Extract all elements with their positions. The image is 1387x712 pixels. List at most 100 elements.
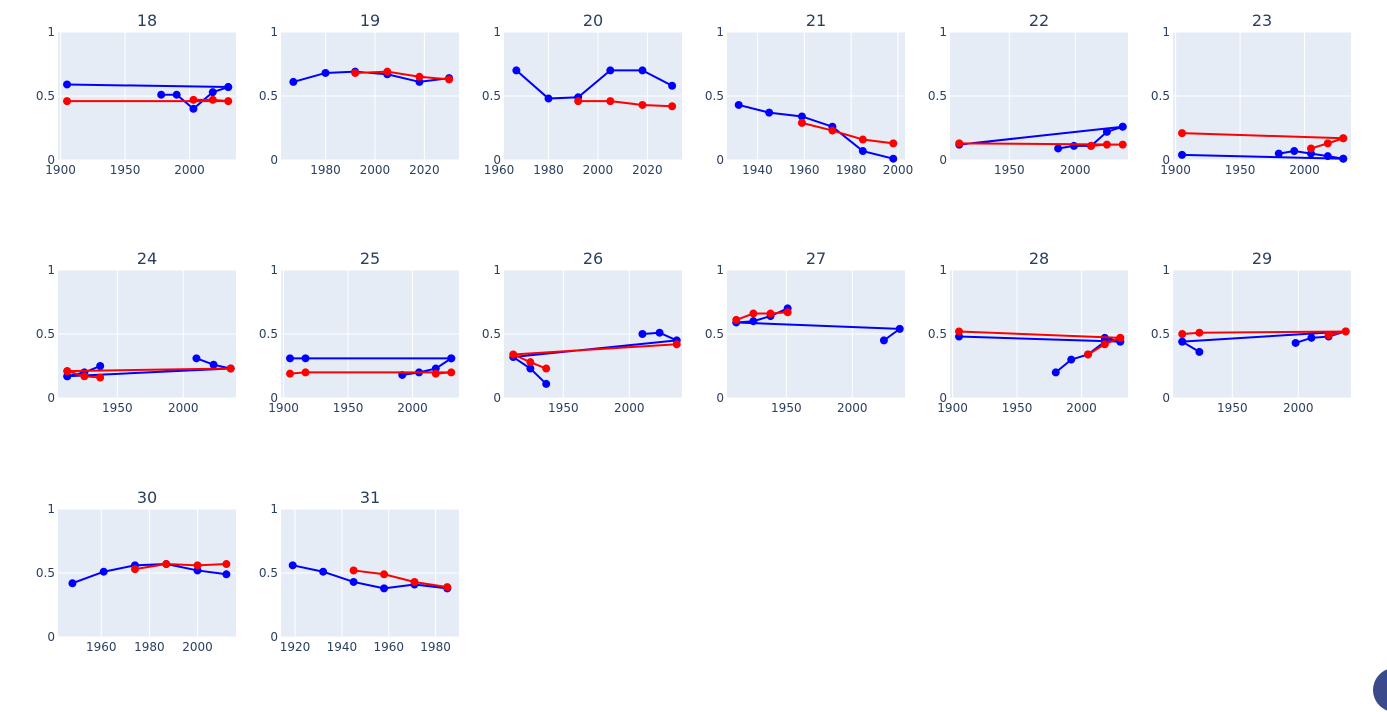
red-data-point[interactable] — [383, 67, 392, 76]
blue-data-point[interactable] — [68, 579, 77, 588]
blue-data-point[interactable] — [1290, 147, 1299, 156]
blue-data-point[interactable] — [319, 567, 328, 576]
red-data-point[interactable] — [828, 126, 837, 135]
blue-data-point[interactable] — [542, 379, 551, 388]
red-data-point[interactable] — [431, 369, 440, 378]
red-data-point[interactable] — [445, 75, 454, 84]
red-data-point[interactable] — [443, 583, 452, 592]
blue-data-point[interactable] — [192, 354, 201, 363]
blue-data-point[interactable] — [224, 83, 233, 92]
blue-data-point[interactable] — [63, 80, 72, 89]
blue-data-point[interactable] — [638, 66, 647, 75]
red-data-point[interactable] — [1118, 140, 1127, 149]
blue-data-point[interactable] — [1339, 154, 1348, 163]
red-data-point[interactable] — [208, 95, 217, 104]
blue-data-point[interactable] — [797, 112, 806, 121]
red-data-point[interactable] — [955, 139, 964, 148]
blue-data-point[interactable] — [321, 68, 330, 77]
red-data-point[interactable] — [1307, 144, 1316, 153]
red-data-point[interactable] — [1339, 134, 1348, 143]
red-data-point[interactable] — [447, 368, 456, 377]
red-data-point[interactable] — [955, 327, 964, 336]
red-data-point[interactable] — [858, 135, 867, 144]
red-data-point[interactable] — [1323, 139, 1332, 148]
red-data-point[interactable] — [286, 369, 295, 378]
blue-data-point[interactable] — [189, 104, 198, 113]
blue-data-point[interactable] — [1102, 127, 1111, 136]
blue-data-point[interactable] — [638, 330, 647, 338]
red-data-point[interactable] — [1116, 333, 1125, 342]
blue-data-point[interactable] — [1274, 149, 1283, 158]
red-data-point[interactable] — [349, 566, 358, 575]
blue-data-point[interactable] — [380, 584, 389, 593]
blue-data-point[interactable] — [1118, 122, 1127, 131]
blue-data-point[interactable] — [734, 100, 743, 109]
red-data-point[interactable] — [96, 373, 105, 382]
red-data-point[interactable] — [1195, 328, 1204, 337]
red-data-point[interactable] — [301, 368, 310, 377]
blue-data-point[interactable] — [1178, 150, 1187, 159]
blue-data-point[interactable] — [1054, 144, 1063, 153]
red-data-point[interactable] — [606, 97, 615, 106]
red-data-point[interactable] — [1178, 330, 1187, 338]
red-data-point[interactable] — [63, 367, 72, 376]
blue-data-point[interactable] — [96, 362, 105, 370]
blue-data-point[interactable] — [447, 354, 456, 363]
red-data-point[interactable] — [783, 308, 792, 317]
red-data-point[interactable] — [766, 309, 775, 318]
red-data-point[interactable] — [162, 560, 171, 569]
blue-data-point[interactable] — [512, 66, 521, 75]
blue-data-point[interactable] — [668, 81, 677, 90]
blue-data-point[interactable] — [301, 354, 310, 363]
blue-data-point[interactable] — [1307, 333, 1316, 342]
red-data-point[interactable] — [1341, 327, 1350, 336]
blue-data-point[interactable] — [288, 561, 297, 570]
red-data-point[interactable] — [410, 577, 419, 586]
blue-data-point[interactable] — [289, 77, 298, 86]
red-data-point[interactable] — [226, 364, 235, 373]
red-data-point[interactable] — [1324, 331, 1333, 340]
blue-data-point[interactable] — [544, 94, 553, 103]
red-data-point[interactable] — [193, 561, 202, 570]
red-data-point[interactable] — [80, 372, 89, 381]
blue-data-point[interactable] — [606, 66, 615, 75]
red-data-point[interactable] — [749, 309, 758, 318]
blue-data-point[interactable] — [222, 570, 231, 579]
blue-data-point[interactable] — [172, 90, 181, 99]
red-data-point[interactable] — [638, 100, 647, 109]
blue-data-point[interactable] — [349, 577, 358, 586]
blue-data-point[interactable] — [1051, 368, 1060, 377]
blue-data-point[interactable] — [208, 88, 217, 97]
blue-data-point[interactable] — [749, 317, 758, 326]
red-data-point[interactable] — [509, 350, 518, 359]
blue-data-point[interactable] — [1067, 355, 1076, 364]
blue-data-point[interactable] — [1195, 347, 1204, 356]
red-data-point[interactable] — [542, 364, 551, 373]
blue-data-point[interactable] — [526, 364, 535, 373]
red-data-point[interactable] — [672, 340, 681, 349]
red-data-point[interactable] — [526, 358, 535, 367]
red-data-point[interactable] — [130, 565, 139, 574]
blue-data-point[interactable] — [157, 90, 166, 99]
blue-data-point[interactable] — [889, 154, 898, 163]
red-data-point[interactable] — [1178, 129, 1187, 138]
red-data-point[interactable] — [889, 139, 898, 148]
blue-data-point[interactable] — [209, 360, 218, 369]
red-data-point[interactable] — [351, 68, 360, 77]
blue-data-point[interactable] — [1291, 338, 1300, 347]
red-data-point[interactable] — [415, 72, 424, 81]
red-data-point[interactable] — [63, 97, 72, 106]
blue-data-point[interactable] — [765, 108, 774, 117]
blue-data-point[interactable] — [879, 336, 888, 345]
red-data-point[interactable] — [1100, 340, 1109, 349]
blue-data-point[interactable] — [1178, 337, 1187, 346]
red-data-point[interactable] — [732, 315, 741, 324]
blue-data-point[interactable] — [858, 147, 867, 156]
red-data-point[interactable] — [189, 95, 198, 104]
red-data-point[interactable] — [1087, 141, 1096, 150]
red-data-point[interactable] — [224, 97, 233, 106]
blue-data-point[interactable] — [286, 354, 295, 363]
blue-data-point[interactable] — [99, 567, 108, 576]
blue-data-point[interactable] — [1323, 152, 1332, 161]
red-data-point[interactable] — [797, 118, 806, 127]
